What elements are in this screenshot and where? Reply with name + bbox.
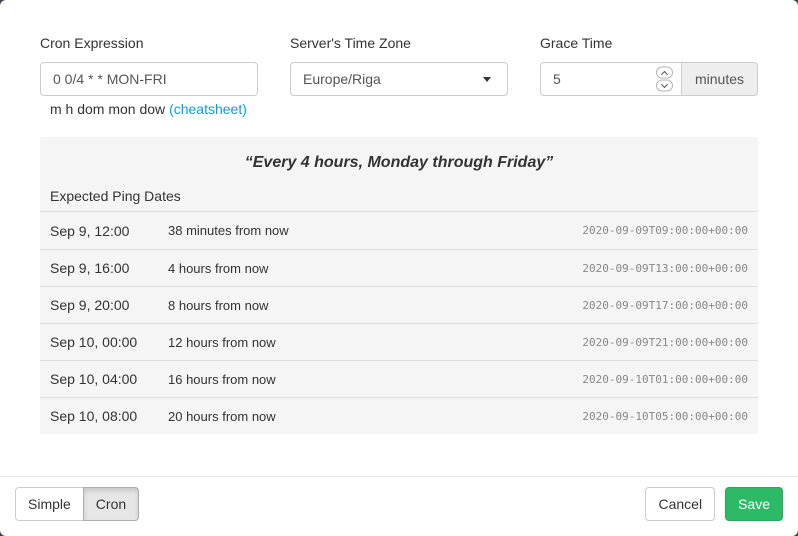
ping-relative: 20 hours from now xyxy=(168,408,276,424)
dialog-footer: Simple Cron Cancel Save xyxy=(0,476,798,536)
ping-timestamp: 2020-09-10T01:00:00+00:00 xyxy=(582,372,748,386)
cheatsheet-link[interactable]: (cheatsheet) xyxy=(169,101,247,117)
table-row: Sep 9, 20:00 8 hours from now 2020-09-09… xyxy=(40,286,758,323)
timezone-select[interactable]: Europe/Riga xyxy=(290,62,508,96)
table-row: Sep 10, 04:00 16 hours from now 2020-09-… xyxy=(40,360,758,397)
stepper-up-button[interactable] xyxy=(656,66,673,79)
ping-relative: 4 hours from now xyxy=(168,260,269,276)
table-row: Sep 9, 12:00 38 minutes from now 2020-09… xyxy=(40,212,758,249)
ping-date: Sep 9, 20:00 xyxy=(50,297,130,313)
ping-timestamp: 2020-09-09T17:00:00+00:00 xyxy=(582,298,748,312)
grace-time-label: Grace Time xyxy=(540,35,613,51)
timezone-field: Server's Time Zone Europe/Riga xyxy=(290,34,508,117)
ping-date: Sep 9, 16:00 xyxy=(50,260,130,276)
table-row: Sep 9, 16:00 4 hours from now 2020-09-09… xyxy=(40,249,758,286)
ping-timestamp: 2020-09-09T13:00:00+00:00 xyxy=(582,261,748,275)
timezone-selected-value: Europe/Riga xyxy=(303,71,381,87)
ping-timestamp: 2020-09-09T21:00:00+00:00 xyxy=(582,335,748,349)
cron-expression-label: Cron Expression xyxy=(40,35,144,51)
ping-timestamp: 2020-09-10T05:00:00+00:00 xyxy=(582,409,748,423)
ping-relative: 38 minutes from now xyxy=(168,223,289,238)
table-row: Sep 10, 00:00 12 hours from now 2020-09-… xyxy=(40,323,758,360)
caret-down-icon xyxy=(483,76,491,82)
cron-help-fields: m h dom mon dow xyxy=(50,101,166,117)
cron-preview-panel: “Every 4 hours, Monday through Friday” E… xyxy=(40,137,758,434)
grace-time-field: Grace Time minutes xyxy=(540,34,758,117)
table-row: Sep 10, 08:00 20 hours from now 2020-09-… xyxy=(40,397,758,434)
stepper-down-button[interactable] xyxy=(656,79,673,92)
expected-ping-dates-header: Expected Ping Dates xyxy=(40,188,758,212)
footer-actions: Cancel Save xyxy=(645,487,783,521)
cron-description: “Every 4 hours, Monday through Friday” xyxy=(244,154,554,171)
grace-time-unit-addon: minutes xyxy=(682,62,758,96)
save-button[interactable]: Save xyxy=(725,487,783,521)
mode-simple-button[interactable]: Simple xyxy=(15,487,84,521)
cancel-button[interactable]: Cancel xyxy=(645,487,716,521)
cron-expression-input[interactable] xyxy=(40,62,258,96)
mode-cron-button[interactable]: Cron xyxy=(82,487,140,521)
grace-time-number-wrap xyxy=(540,62,682,96)
ping-date: Sep 10, 08:00 xyxy=(50,408,138,424)
ping-relative: 8 hours from now xyxy=(168,297,269,313)
chevron-down-icon xyxy=(660,80,669,88)
ping-relative: 12 hours from now xyxy=(168,334,276,350)
ping-timestamp: 2020-09-09T09:00:00+00:00 xyxy=(582,224,748,237)
chevron-up-icon xyxy=(660,70,669,78)
number-stepper xyxy=(656,66,673,92)
ping-relative: 16 hours from now xyxy=(168,371,276,387)
dialog-body: Cron Expression m h dom mon dow (cheatsh… xyxy=(40,34,758,434)
timezone-label: Server's Time Zone xyxy=(290,35,411,51)
ping-date: Sep 10, 04:00 xyxy=(50,371,138,387)
cron-expression-field: Cron Expression m h dom mon dow (cheatsh… xyxy=(40,34,258,117)
ping-date: Sep 9, 12:00 xyxy=(50,222,130,239)
ping-date: Sep 10, 00:00 xyxy=(50,334,138,350)
form-row: Cron Expression m h dom mon dow (cheatsh… xyxy=(40,34,758,117)
cron-help-text: m h dom mon dow (cheatsheet) xyxy=(50,101,258,117)
mode-toggle-group: Simple Cron xyxy=(15,487,140,521)
grace-time-input-group: minutes xyxy=(540,62,758,96)
